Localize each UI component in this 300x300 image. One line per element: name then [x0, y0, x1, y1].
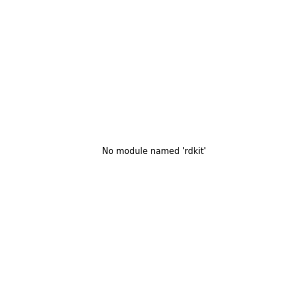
Text: No module named 'rdkit': No module named 'rdkit' — [102, 147, 206, 156]
